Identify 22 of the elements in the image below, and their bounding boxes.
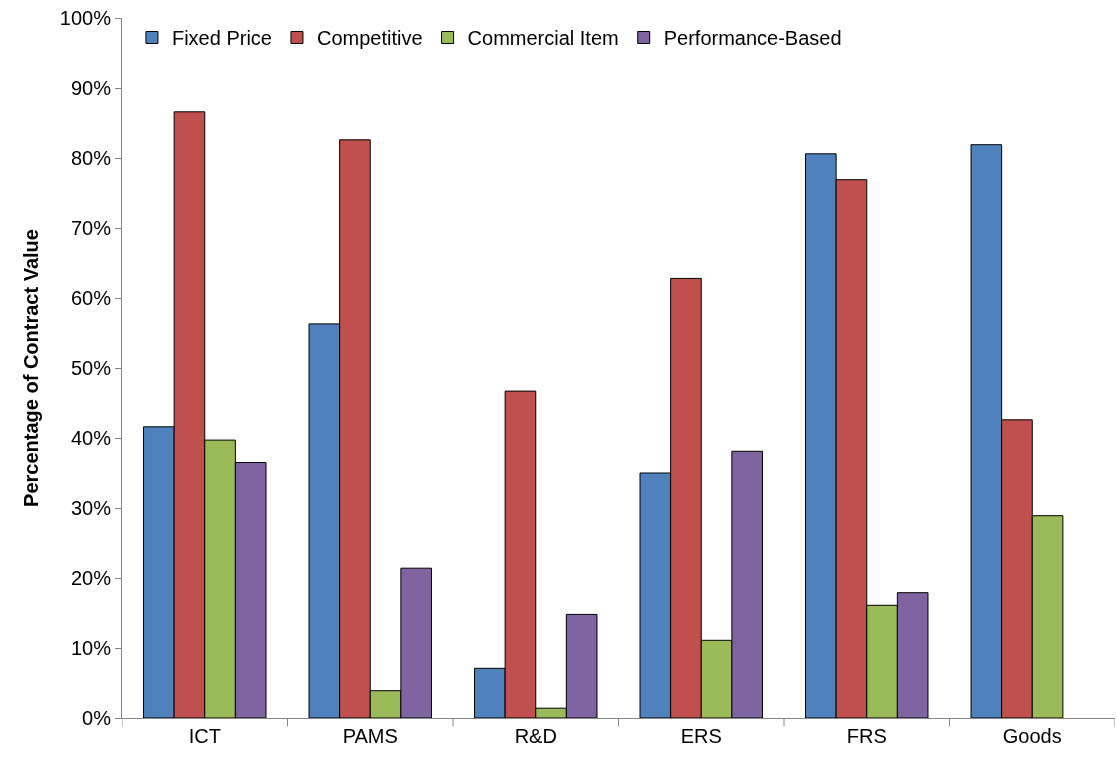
y-axis-title: Percentage of Contract Value xyxy=(20,229,43,507)
y-tick-label: 100% xyxy=(59,7,112,29)
x-tick-label: FRS xyxy=(846,725,887,747)
y-tick-label: 90% xyxy=(70,77,112,99)
x-tick-label: Goods xyxy=(1002,725,1062,747)
x-tick-label: PAMS xyxy=(342,725,398,747)
y-tick-label: 40% xyxy=(70,427,112,449)
y-tick-label: 80% xyxy=(70,147,112,169)
y-tick-label: 50% xyxy=(70,357,112,379)
x-tick-label: ERS xyxy=(680,725,722,747)
y-tick-label: 0% xyxy=(82,707,112,729)
y-tick-label: 20% xyxy=(70,567,112,589)
y-tick-label: 60% xyxy=(70,287,112,309)
y-tick-label: 70% xyxy=(70,217,112,239)
legend-label: Performance-Based xyxy=(663,27,842,50)
legend-label: Fixed Price xyxy=(171,27,272,50)
legend-label: Commercial Item xyxy=(467,27,619,50)
legend-label: Competitive xyxy=(316,27,423,50)
x-tick-label: ICT xyxy=(188,725,221,747)
y-tick-label: 30% xyxy=(70,497,112,519)
x-tick-label: R&D xyxy=(514,725,557,747)
y-tick-label: 10% xyxy=(70,637,112,659)
